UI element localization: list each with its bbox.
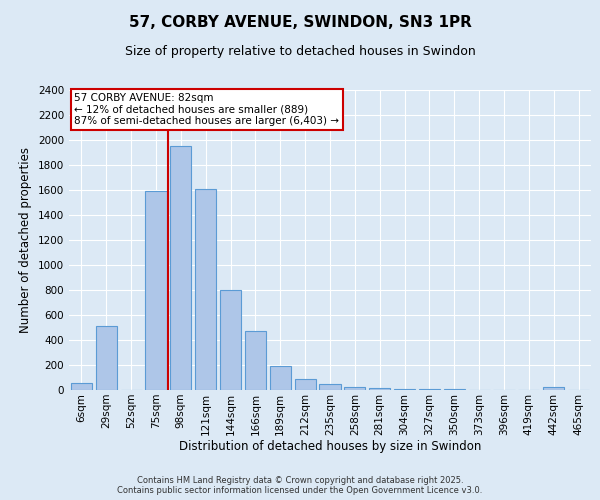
Bar — [419, 389, 440, 390]
Bar — [145, 191, 167, 390]
Bar — [220, 290, 241, 390]
Bar — [295, 379, 316, 390]
Text: Contains HM Land Registry data © Crown copyright and database right 2025.
Contai: Contains HM Land Registry data © Crown c… — [118, 476, 482, 495]
Y-axis label: Number of detached properties: Number of detached properties — [19, 147, 32, 333]
Text: 57 CORBY AVENUE: 82sqm
← 12% of detached houses are smaller (889)
87% of semi-de: 57 CORBY AVENUE: 82sqm ← 12% of detached… — [74, 93, 339, 126]
Bar — [369, 388, 390, 390]
Text: Size of property relative to detached houses in Swindon: Size of property relative to detached ho… — [125, 45, 475, 58]
Text: 57, CORBY AVENUE, SWINDON, SN3 1PR: 57, CORBY AVENUE, SWINDON, SN3 1PR — [128, 15, 472, 30]
Bar — [344, 387, 365, 390]
Bar — [270, 366, 291, 390]
Bar — [245, 330, 266, 390]
Bar — [195, 188, 216, 390]
X-axis label: Distribution of detached houses by size in Swindon: Distribution of detached houses by size … — [179, 440, 481, 454]
Bar — [543, 387, 564, 390]
Bar — [319, 384, 341, 390]
Bar — [71, 383, 92, 390]
Bar — [170, 146, 191, 390]
Bar — [96, 326, 117, 390]
Bar — [394, 389, 415, 390]
